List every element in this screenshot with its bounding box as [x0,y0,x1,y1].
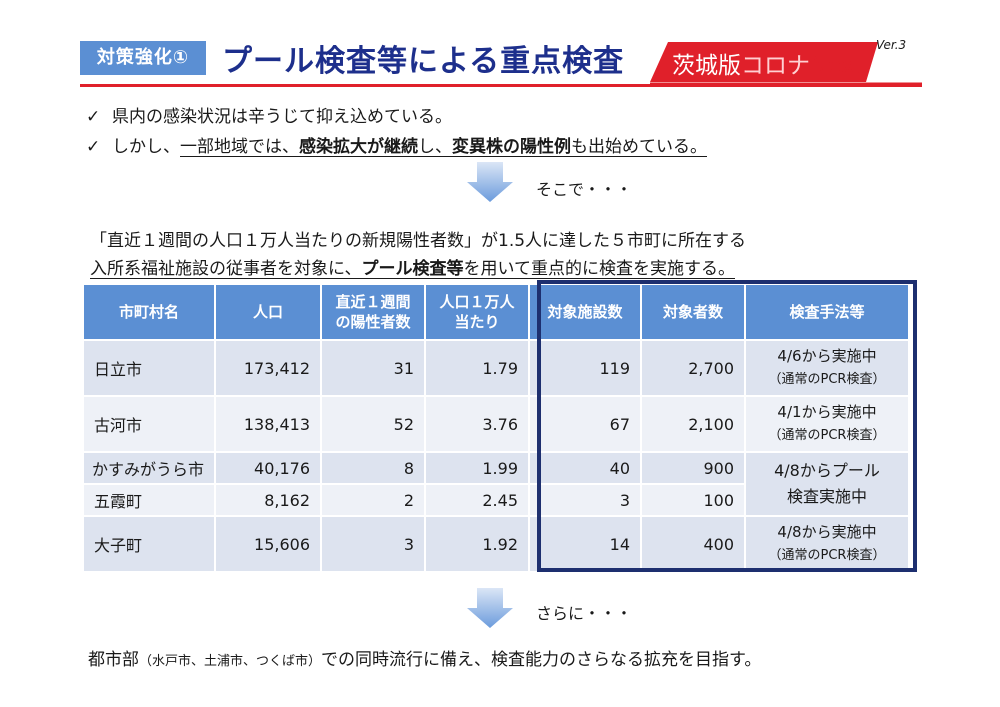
cell-persons: 2,700 [640,339,746,397]
cell-per10k: 3.76 [424,395,530,453]
cell-population: 40,176 [214,451,322,485]
method-line: 検査実施中 [786,487,867,506]
bullet-list: ✓ 県内の感染状況は辛うじて抑え込めている。 ✓ しかし、一部地域では、感染拡大が継… [86,102,707,162]
column-header-line: 人口１万人 [439,293,515,311]
footer-cities: （水戸市、土浦市、つくば市） [139,654,322,669]
cell-name: 大子町 [82,515,216,573]
page-title: プール検査等による重点検査 [222,44,625,79]
method-line: 4/6から実施中 [777,347,877,365]
bullet-item: ✓ 県内の感染状況は辛うじて抑え込めている。 [86,102,707,132]
description: 「直近１週間の人口１万人当たりの新規陽性者数」が1.5人に達した５市町に所在する… [90,227,746,283]
check-icon: ✓ [86,107,101,127]
table-row: 大子町 15,606 3 1.92 14 400 4/8から実施中 （通常のPCR… [82,515,910,573]
method-line: 4/8からプール [774,461,880,480]
cell-positives: 8 [320,451,426,485]
bullet-text: しかし、 [112,137,180,157]
check-icon: ✓ [86,137,101,157]
cell-positives: 2 [320,483,426,517]
cell-name: 日立市 [82,339,216,397]
down-arrow-icon [467,588,513,628]
cell-population: 173,412 [214,339,322,397]
brand-version: Ver.3 [876,38,907,52]
brand-text: 茨城版コロナNext [672,46,864,80]
brand-logo: 茨城版コロナNext Ver.3 [650,36,922,88]
bullet-item: ✓ しかし、一部地域では、感染拡大が継続し、変異株の陽性例も出始めている。 [86,132,707,162]
title-divider [80,84,922,87]
brand-prefix: 茨城版 [672,53,741,79]
description-text-bold: プール検査等 [361,259,464,279]
cell-per10k: 1.92 [424,515,530,573]
cell-population: 8,162 [214,483,322,517]
bullet-text-underlined: も出始めている。 [571,137,707,157]
column-header: 人口 [214,283,322,341]
cell-name: かすみがうら市 [82,451,216,485]
cell-population: 15,606 [214,515,322,573]
cell-per10k: 1.79 [424,339,530,397]
cell-positives: 52 [320,395,426,453]
cell-facilities: 40 [528,451,642,485]
table-row: 日立市 173,412 31 1.79 119 2,700 4/6から実施中 （通… [82,339,910,397]
cell-method: 4/1から実施中 （通常のPCR検査） [744,395,910,453]
cell-name: 古河市 [82,395,216,453]
cell-facilities: 119 [528,339,642,397]
cell-persons: 2,100 [640,395,746,453]
column-header: 対象施設数 [528,283,642,341]
cell-per10k: 1.99 [424,451,530,485]
column-header-line: 直近１週間 [335,293,411,311]
cell-facilities: 67 [528,395,642,453]
description-line: 入所系福祉施設の従事者を対象に、プール検査等を用いて重点的に検査を実施する。 [90,255,746,283]
table-row: 古河市 138,413 52 3.76 67 2,100 4/1から実施中 （通常… [82,395,910,453]
transition-label: さらに・・・ [536,604,633,623]
method-line: 4/8から実施中 [777,523,877,541]
brand-suffix: Next [810,53,864,79]
column-header: 検査手法等 [744,283,910,341]
cell-facilities: 3 [528,483,642,517]
cell-per10k: 2.45 [424,483,530,517]
description-line: 「直近１週間の人口１万人当たりの新規陽性者数」が1.5人に達した５市町に所在する [90,231,747,251]
down-arrow-icon [467,162,513,202]
cell-persons: 100 [640,483,746,517]
column-header: 人口１万人当たり [424,283,530,341]
column-header: 対象者数 [640,283,746,341]
table-row: かすみがうら市 40,176 8 1.99 40 900 4/8からプール 検査実… [82,451,910,517]
table-row: 五霞町 8,162 2 2.45 3 100 [82,483,909,517]
method-line: 4/1から実施中 [777,403,877,421]
bullet-text-underlined: 一部地域では、 [180,137,299,157]
bullet-text-underlined: し、 [418,137,452,157]
method-subline: （通常のPCR検査） [768,428,886,443]
cell-positives: 31 [320,339,426,397]
cell-method: 4/8からプール 検査実施中 [744,451,910,517]
description-text: 入所系福祉施設の従事者を対象に、 [90,259,362,279]
transition-label: そこで・・・ [536,180,633,199]
cell-population: 138,413 [214,395,322,453]
footer-statement: 都市部（水戸市、土浦市、つくば市）での同時流行に備え、検査能力のさらなる拡充を目… [88,645,761,670]
cell-positives: 3 [320,515,426,573]
column-header: 直近１週間の陽性者数 [320,283,426,341]
column-header: 市町村名 [82,283,216,341]
column-header-line: 当たり [454,313,500,331]
column-header-line: の陽性者数 [335,313,411,331]
description-text: を用いて重点的に検査を実施する。 [463,259,736,279]
method-subline: （通常のPCR検査） [768,548,886,563]
cell-persons: 400 [640,515,746,573]
cell-persons: 900 [640,451,746,485]
section-tag: 対策強化① [80,41,206,75]
bullet-text-bold: 感染拡大が継続 [299,137,418,157]
cell-method: 4/6から実施中 （通常のPCR検査） [744,339,910,397]
bullet-text-bold: 変異株の陽性例 [452,137,571,157]
municipality-table: 市町村名 人口 直近１週間の陽性者数 人口１万人当たり 対象施設数 対象者数 検… [82,283,910,573]
bullet-text: 県内の感染状況は辛うじて抑え込めている。 [112,107,452,127]
brand-colored: コロナ [741,53,810,79]
highlight-frame [537,280,917,572]
method-subline: （通常のPCR検査） [768,372,886,387]
cell-name: 五霞町 [82,483,216,517]
table-header-row: 市町村名 人口 直近１週間の陽性者数 人口１万人当たり 対象施設数 対象者数 検… [82,283,910,341]
footer-text: 都市部 [88,650,139,670]
cell-facilities: 14 [528,515,642,573]
footer-text: での同時流行に備え、検査能力のさらなる拡充を目指す。 [321,650,762,670]
